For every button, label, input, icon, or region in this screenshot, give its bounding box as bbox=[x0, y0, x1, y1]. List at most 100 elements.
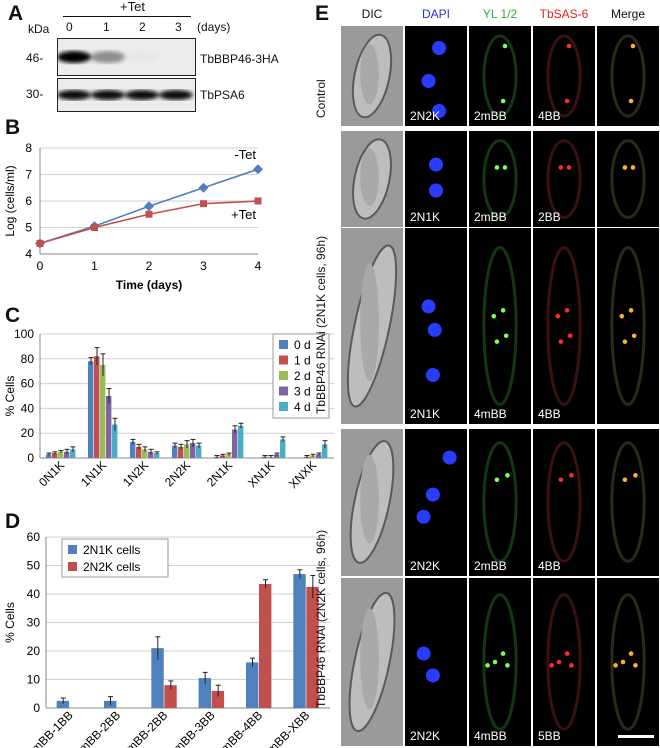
spot-yl-3-0 bbox=[494, 477, 500, 483]
dapi-nucleus-4-0 bbox=[416, 646, 431, 661]
spot-merge-0-1 bbox=[628, 98, 634, 104]
legend-label-c-4: 4 d bbox=[294, 400, 311, 414]
blot-bands-bbp46 bbox=[57, 51, 125, 63]
bar-d-XmBB-XBB-2N1K cells bbox=[293, 574, 306, 708]
micrograph-image-yl-3 bbox=[482, 441, 518, 563]
cell-outline-yl-3 bbox=[482, 441, 518, 563]
ytick-b-8: 8 bbox=[25, 141, 32, 155]
bar-c-XN1K-4 d bbox=[280, 439, 286, 458]
micrograph-merge-row-4 bbox=[597, 578, 659, 746]
micrograph-label-sas-0: 4BB bbox=[538, 109, 561, 123]
micrograph-dic-row-3 bbox=[341, 428, 403, 576]
bar-c-2N2K-3 d bbox=[190, 443, 196, 458]
band-psa6-lane-0 bbox=[57, 90, 91, 100]
bar-c-XN1K-3 d bbox=[274, 454, 280, 458]
bar-d-XmBB-XBB-2N2K cells bbox=[306, 586, 319, 708]
ytick-c-0: 0 bbox=[27, 451, 34, 465]
ylabel-b: Log (cells/ml) bbox=[3, 165, 17, 236]
dapi-nucleus-3-0 bbox=[425, 487, 440, 502]
micrograph-dapi-row-4: 2N2K bbox=[405, 578, 467, 746]
dic-cell-texture-3 bbox=[360, 454, 379, 544]
bar-c-2N2K-4 d bbox=[196, 445, 202, 458]
micrograph-image-dapi-3 bbox=[416, 450, 457, 524]
dapi-nucleus-1-0 bbox=[429, 157, 443, 172]
spot-sas-4-2 bbox=[564, 651, 570, 656]
micrograph-dic-row-0 bbox=[341, 26, 403, 126]
point-+Tet-0 bbox=[36, 239, 44, 247]
group-divider-2 bbox=[341, 426, 660, 429]
spot-merge-3-1 bbox=[633, 473, 638, 478]
spot-sas-0-0 bbox=[566, 43, 572, 49]
micrograph-yl-row-3: 2mBB bbox=[469, 428, 531, 576]
micrograph-yl-row-4: 4mBB bbox=[469, 578, 531, 746]
bar-c-0N1K-4 d bbox=[70, 449, 76, 458]
micrograph-label-yl-1: 2mBB bbox=[474, 210, 507, 224]
column-header-dic: DIC bbox=[361, 7, 383, 21]
ytick-d-0: 0 bbox=[33, 701, 40, 715]
dapi-nucleus-2-2 bbox=[425, 368, 440, 382]
bar-c-2N2K-2 d bbox=[184, 444, 190, 458]
micrograph-dapi-row-2: 2N1K bbox=[405, 228, 467, 424]
bar-c-2N2K-1 d bbox=[178, 446, 184, 458]
spot-sas-2-0 bbox=[555, 313, 561, 319]
dic-cell-texture-0 bbox=[360, 44, 379, 104]
xtick-c-1N2K: 1N2K bbox=[120, 458, 151, 489]
spot-sas-3-0 bbox=[558, 477, 564, 483]
dic-cell-texture-1 bbox=[360, 148, 379, 206]
marker-30: 30- bbox=[26, 87, 44, 101]
spot-merge-1-0 bbox=[622, 165, 628, 170]
dic-cell-texture-4 bbox=[360, 608, 379, 710]
micrograph-label-dapi-4: 2N2K bbox=[410, 729, 441, 743]
micrograph-label-yl-4: 4mBB bbox=[474, 729, 507, 743]
bar-c-1N2K-1 d bbox=[136, 446, 142, 458]
spot-sas-2-3 bbox=[567, 333, 573, 339]
spot-merge-2-1 bbox=[628, 308, 634, 313]
spot-merge-3-0 bbox=[622, 477, 628, 483]
micrograph-image-dapi-1 bbox=[429, 157, 443, 198]
row-label-2n2k: TbBBP46 RNAi (2N2K cells, 96h) bbox=[314, 529, 328, 708]
legend-swatch-c-2 bbox=[279, 371, 288, 380]
micrograph-image-sas-1 bbox=[546, 139, 582, 219]
micrograph-dic-row-4 bbox=[341, 578, 403, 746]
xtick-b-2: 2 bbox=[146, 259, 153, 273]
micrograph-merge-row-1 bbox=[597, 131, 659, 227]
group-divider-1 bbox=[341, 128, 660, 131]
spot-yl-2-2 bbox=[494, 339, 500, 344]
panel-a-letter: A bbox=[8, 2, 24, 25]
dapi-nucleus-2-1 bbox=[427, 322, 442, 337]
spot-yl-1-0 bbox=[494, 165, 500, 170]
spot-sas-1-1 bbox=[566, 165, 572, 170]
column-header-tbsas6: TbSAS-6 bbox=[539, 7, 589, 21]
day-tick-2: 2 bbox=[139, 20, 146, 34]
ytick-b-5: 5 bbox=[25, 221, 32, 235]
cell-outline-merge-2 bbox=[610, 246, 646, 406]
band-psa6-lane-3 bbox=[159, 90, 193, 100]
cell-outline-sas-2 bbox=[546, 246, 582, 406]
spot-merge-2-0 bbox=[619, 313, 625, 319]
western-blot-psa6 bbox=[57, 78, 196, 112]
row-label-2n1k: TbBBP46 RNAi (2N1K cells, 96h) bbox=[314, 235, 328, 414]
growth-curve-chart: 4 5 6 7 8 0 1 2 3 4 Time (days) Log (cells/ml) -Tet +… bbox=[3, 141, 263, 292]
bar-c-2N1K-1 d bbox=[220, 455, 226, 458]
spot-yl-4-3 bbox=[505, 663, 510, 668]
bar-c-0N1K-1 d bbox=[52, 453, 58, 458]
micrograph-label-sas-2: 4BB bbox=[538, 407, 561, 421]
column-header-dapi: DAPI bbox=[421, 7, 450, 21]
bar-c-0N1K-0 d bbox=[46, 454, 52, 458]
micrograph-image-dic-1 bbox=[352, 138, 392, 220]
micrograph-yl-row-2: 4mBB bbox=[469, 228, 531, 424]
micrograph-label-sas-1: 2BB bbox=[538, 210, 561, 224]
xtick-d-1mBB-2BB: 1mBB-2BB bbox=[71, 708, 123, 748]
legend-label-d-1: 2N2K cells bbox=[83, 560, 140, 574]
dapi-nucleus-3-1 bbox=[442, 450, 457, 465]
micrograph-image-dic-2 bbox=[346, 244, 398, 408]
legend-label-d-0: 2N1K cells bbox=[83, 543, 140, 557]
panel-d-letter: D bbox=[5, 510, 21, 533]
micrograph-image-sas-0 bbox=[546, 34, 582, 118]
spot-yl-4-2 bbox=[500, 651, 506, 656]
micrograph-sas-row-4: 5BB bbox=[533, 578, 595, 746]
dapi-nucleus-0-0 bbox=[432, 41, 447, 55]
ytick-d-40: 40 bbox=[27, 587, 41, 601]
legend-swatch-c-4 bbox=[279, 402, 288, 411]
spot-sas-4-0 bbox=[549, 663, 554, 668]
